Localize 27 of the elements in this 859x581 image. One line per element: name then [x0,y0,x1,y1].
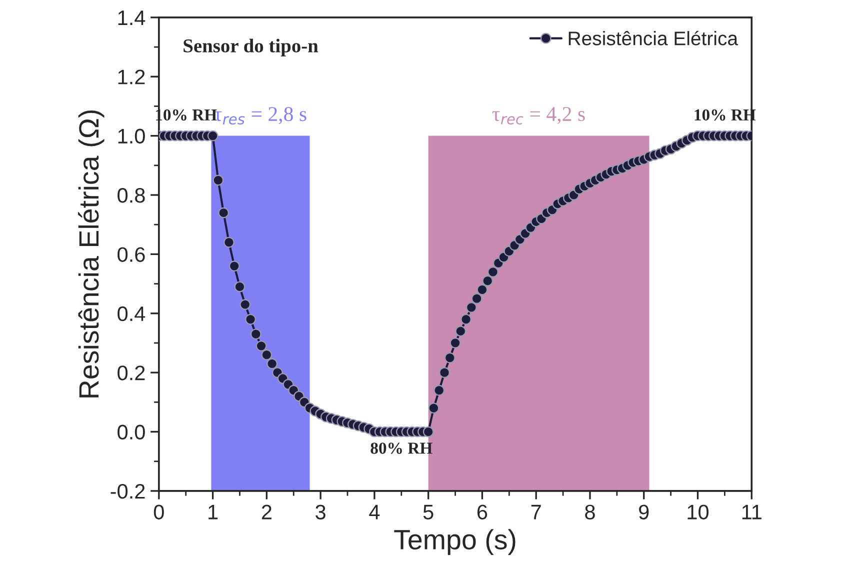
y-tick-label: 0.0 [118,424,145,440]
x-tick-label: 9 [639,504,649,520]
x-tick-label: 7 [531,504,541,520]
x-tick-label: 2 [262,504,272,520]
x-tick-label: 10 [688,504,709,520]
y-tick-label: 0.6 [118,247,145,262]
x-tick-label: 4 [369,504,380,520]
x-tick-label: 6 [477,504,488,520]
x-tick-label: 8 [585,504,595,520]
band-label: τ$_{rec}$ = 4,2 s [492,107,585,124]
legend-label: Resistência Elétrica [568,30,738,46]
x-tick-label: 3 [316,504,326,520]
y-tick-label: 0.8 [118,188,145,203]
y-tick-label: -0.2 [110,484,145,499]
x-tick-label: 5 [423,504,434,520]
x-tick-label: 0 [154,504,164,520]
y-axis-title: Resistência Elétrica (Ω) [78,110,104,398]
annotation: Sensor do tipo-n [184,38,318,56]
y-tick-label: 0.2 [118,366,145,380]
x-tick-label: 1 [208,504,218,520]
y-tick-label: 1.0 [118,128,145,144]
annotation: 80% RH [370,442,432,454]
x-tick-label: 11 [742,504,762,520]
x-axis-title: Tempo (s) [394,529,516,556]
y-tick-label: 1.2 [118,70,145,84]
y-tick-label: 0.4 [118,306,146,322]
y-tick-label: 1.4 [118,10,146,25]
